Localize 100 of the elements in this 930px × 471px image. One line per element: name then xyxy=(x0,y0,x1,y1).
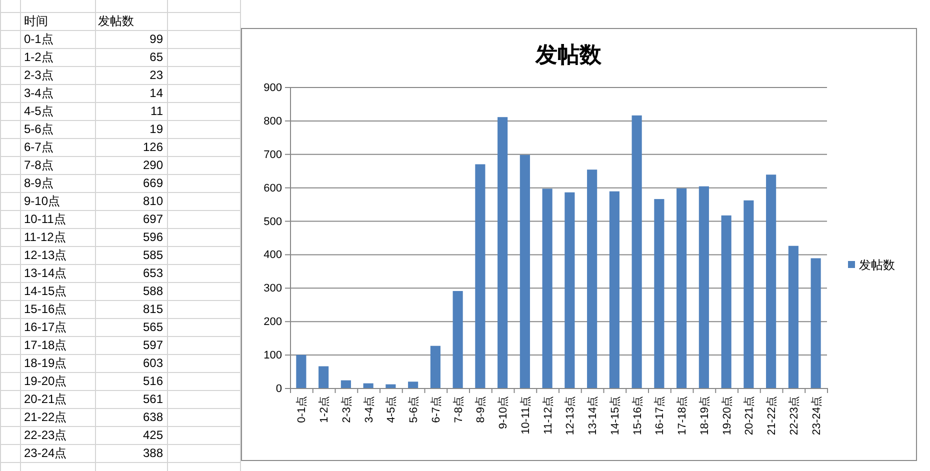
x-tick-label: 20-21点 xyxy=(742,396,756,436)
text: 发帖数 xyxy=(98,14,134,28)
bar xyxy=(452,291,463,388)
data-label: 669 xyxy=(142,176,164,190)
category-label: 3-4点 xyxy=(24,86,54,100)
category-label: 8-9点 xyxy=(24,176,54,190)
x-tick-label: 1-2点 xyxy=(318,396,331,423)
data-label: 815 xyxy=(142,302,164,316)
bar xyxy=(744,200,754,388)
x-tick-label: 6-7点 xyxy=(429,396,442,423)
data-label: 588 xyxy=(142,284,164,298)
category-label: 19-20点 xyxy=(24,374,67,388)
bar xyxy=(475,164,486,388)
data-label: 290 xyxy=(142,158,164,172)
bar xyxy=(676,188,687,388)
category-label: 6-7点 xyxy=(24,140,54,154)
y-tick-label: 800 xyxy=(264,115,282,128)
category-label: 10-11点 xyxy=(24,212,66,226)
bar xyxy=(408,382,418,388)
category-label: 4-5点 xyxy=(24,104,54,118)
data-label: 561 xyxy=(142,392,164,406)
data-label: 697 xyxy=(142,212,164,226)
category-label: 9-10点 xyxy=(24,194,60,208)
category-label: 2-3点 xyxy=(24,68,54,82)
category-label: 13-14点 xyxy=(24,266,67,280)
x-tick-label: 22-23点 xyxy=(787,396,800,436)
x-tick-label: 16-17点 xyxy=(653,396,666,436)
x-tick-label: 12-13点 xyxy=(564,396,577,436)
data-label: 638 xyxy=(142,410,164,424)
x-tick-label: 21-22点 xyxy=(765,396,778,436)
bar xyxy=(609,191,620,388)
x-tick-label: 13-14点 xyxy=(586,396,600,436)
category-label: 18-19点 xyxy=(24,356,67,370)
x-tick-label: 23-24点 xyxy=(810,396,823,436)
data-label: 388 xyxy=(142,446,164,460)
x-tick-label: 14-15点 xyxy=(608,396,622,436)
bar xyxy=(498,117,508,388)
x-tick-label: 15-16点 xyxy=(630,396,644,436)
x-tick-label: 10-11点 xyxy=(518,396,532,434)
category-label: 0-1点 xyxy=(24,32,54,46)
legend-label: 发帖数 xyxy=(859,258,895,272)
y-tick-label: 700 xyxy=(264,148,282,161)
y-tick-label: 600 xyxy=(264,182,282,194)
x-tick-label: 7-8点 xyxy=(452,396,465,423)
x-tick-label: 8-9点 xyxy=(474,396,488,423)
y-tick-label: 0 xyxy=(276,383,282,395)
x-tick-label: 5-6点 xyxy=(407,396,420,423)
bar xyxy=(386,384,396,388)
x-tick-label: 2-3点 xyxy=(340,396,353,423)
bar xyxy=(654,199,664,388)
x-tick-label: 9-10点 xyxy=(496,396,510,430)
data-label: 425 xyxy=(142,428,164,442)
category-label: 12-13点 xyxy=(24,248,67,262)
data-label: 585 xyxy=(142,248,164,262)
x-tick-label: 18-19点 xyxy=(698,396,711,436)
x-tick-label: 19-20点 xyxy=(720,396,734,436)
x-tick-label: 4-5点 xyxy=(384,396,398,423)
bar xyxy=(430,346,440,388)
data-label: 19 xyxy=(150,122,164,136)
x-tick-label: 17-18点 xyxy=(676,396,689,436)
data-label: 11 xyxy=(150,104,164,118)
category-label: 16-17点 xyxy=(24,320,67,334)
data-label: 99 xyxy=(150,32,164,46)
bar xyxy=(296,354,306,388)
category-label: 15-16点 xyxy=(24,302,67,316)
data-label: 126 xyxy=(142,140,164,154)
bar xyxy=(564,192,575,388)
bar xyxy=(340,380,351,388)
data-label: 65 xyxy=(150,50,164,64)
x-tick-label: 3-4点 xyxy=(362,396,376,423)
category-label: 17-18点 xyxy=(24,338,67,352)
bar xyxy=(766,174,776,388)
bar xyxy=(520,154,530,388)
y-tick-label: 500 xyxy=(264,216,282,228)
bar xyxy=(587,170,598,388)
data-label: 603 xyxy=(142,356,164,370)
data-label: 565 xyxy=(142,320,164,334)
text: 时间 xyxy=(24,14,48,28)
bar xyxy=(363,383,374,388)
bar xyxy=(542,188,552,388)
category-label: 11-12点 xyxy=(24,230,66,244)
bar xyxy=(810,258,821,388)
x-tick-label: 11-12点 xyxy=(541,396,554,434)
x-tick-label: 0-1点 xyxy=(295,396,308,423)
y-tick-label: 900 xyxy=(264,82,282,94)
data-label: 23 xyxy=(150,68,164,82)
y-tick-label: 200 xyxy=(264,316,282,328)
data-label: 810 xyxy=(142,194,164,208)
data-label: 597 xyxy=(142,338,164,352)
bar xyxy=(698,186,709,388)
chart-title: 发帖数 xyxy=(534,42,602,67)
y-tick-label: 100 xyxy=(264,350,282,362)
data-label: 516 xyxy=(142,374,164,388)
y-tick-label: 300 xyxy=(264,282,282,295)
data-label: 653 xyxy=(142,266,164,280)
category-label: 7-8点 xyxy=(24,158,54,172)
data-label: 14 xyxy=(150,86,164,100)
y-tick-label: 400 xyxy=(264,249,282,262)
data-label: 596 xyxy=(142,230,164,244)
bar xyxy=(721,215,732,388)
